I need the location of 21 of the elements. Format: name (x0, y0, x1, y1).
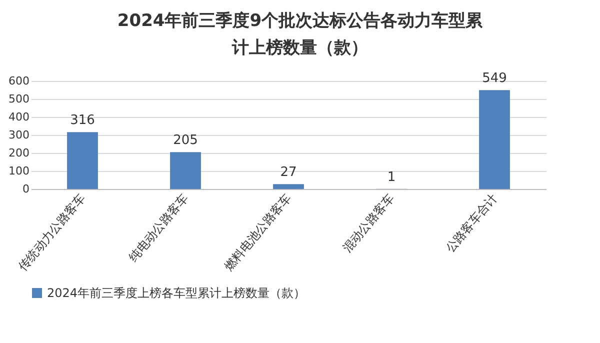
y-tick-label: 100 (8, 164, 30, 178)
x-tick-label: 混动公路客车 (340, 191, 397, 256)
chart-title: 2024年前三季度9个批次达标公告各动力车型累计上榜数量（款） (116, 10, 484, 60)
y-tick-label: 500 (8, 92, 30, 106)
data-label: 205 (173, 133, 198, 148)
bar (67, 132, 98, 189)
data-label: 316 (70, 113, 95, 128)
legend-label: 2024年前三季度上榜各车型累计上榜数量（款） (47, 286, 306, 300)
data-label: 1 (387, 170, 396, 185)
y-tick-label: 600 (8, 74, 30, 88)
x-tick-label: 公路客车合计 (442, 191, 500, 256)
x-tick-label: 纯电动公路客车 (126, 191, 191, 264)
y-tick-label: 200 (8, 146, 30, 160)
data-label: 549 (482, 71, 507, 86)
data-label: 27 (280, 165, 297, 180)
bar (170, 152, 201, 189)
y-tick-label: 400 (8, 110, 30, 124)
x-tick-label: 燃料电池公路客车 (221, 191, 294, 274)
y-tick-label: 300 (8, 128, 30, 142)
bar (479, 90, 510, 189)
bar (273, 184, 304, 189)
